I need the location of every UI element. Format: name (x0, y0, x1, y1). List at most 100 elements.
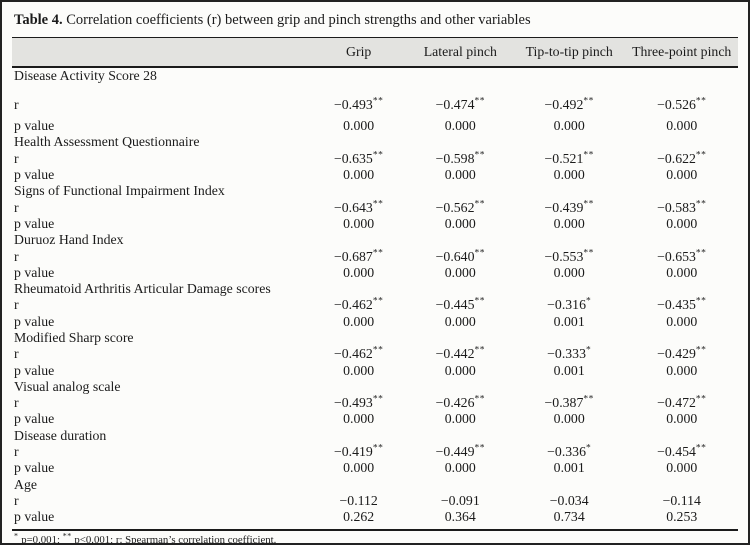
significance-marker: ** (372, 394, 384, 405)
p-value-label: p value (14, 167, 55, 183)
r-value-cell: −0.316* (547, 296, 592, 313)
r-value-cell: −0.449** (435, 443, 485, 460)
correlation-table: Grip Lateral pinch Tip-to-tip pinch Thre… (12, 36, 738, 526)
r-label: r (14, 150, 19, 166)
significance-marker: ** (695, 247, 707, 258)
r-value-cell: −0.387** (544, 394, 594, 411)
p-value-cell: 0.000 (343, 264, 375, 280)
significance-marker: ** (583, 247, 594, 258)
r-label: r (14, 492, 19, 508)
section-label: Modified Sharp score (14, 330, 134, 345)
section-row: Modified Sharp score (12, 330, 738, 346)
r-value-cell: −0.442** (435, 345, 485, 362)
r-label: r (14, 444, 19, 460)
p-value-cell: 0.001 (553, 313, 585, 329)
p-value-cell: 0.000 (343, 313, 375, 329)
significance-marker: ** (695, 96, 707, 107)
r-value-cell: −0.474** (435, 96, 485, 113)
significance-marker: ** (372, 150, 384, 161)
significance-marker: ** (474, 345, 485, 356)
section-label: Rheumatoid Arthritis Articular Damage sc… (14, 281, 271, 297)
p-value-label: p value (14, 362, 55, 378)
r-value-cell: −0.462** (334, 345, 384, 362)
significance-marker: ** (372, 247, 384, 258)
r-value-cell: −0.439** (544, 199, 594, 215)
r-value-cell: −0.034 (549, 492, 589, 508)
significance-marker: ** (583, 150, 594, 161)
r-row: r −0.493** −0.426** −0.387** −0.472** (12, 395, 738, 411)
r-value-cell: −0.635** (334, 150, 384, 166)
significance-marker: ** (474, 394, 485, 405)
section-label: Visual analog scale (14, 378, 121, 394)
section-label: Duruoz Hand Index (14, 232, 124, 248)
footnote-significance-marker: * (14, 530, 19, 540)
significance-marker: ** (695, 443, 707, 454)
significance-marker: ** (474, 247, 485, 258)
section-row: Disease Activity Score 28 (12, 67, 738, 84)
p-row: p value 0.000 0.000 0.001 0.000 (12, 460, 738, 476)
p-value-cell: 0.000 (444, 313, 476, 329)
r-value-cell: −0.426** (435, 394, 485, 411)
significance-marker: ** (695, 296, 707, 307)
r-value-cell: −0.598** (435, 150, 485, 166)
p-value-cell: 0.000 (666, 118, 698, 134)
p-value-cell: 0.000 (444, 362, 476, 378)
r-value-cell: −0.492** (544, 96, 594, 113)
p-value-cell: 0.000 (343, 460, 375, 476)
p-value-cell: 0.734 (553, 509, 585, 525)
p-value-cell: 0.000 (444, 167, 476, 183)
p-value-cell: 0.262 (343, 509, 375, 525)
p-value-label: p value (14, 215, 55, 231)
r-value-cell: −0.462** (334, 296, 384, 313)
p-value-cell: 0.000 (666, 313, 698, 329)
section-row: Age (12, 477, 738, 493)
p-value-cell: 0.000 (343, 167, 375, 183)
p-value-cell: 0.000 (666, 411, 698, 427)
p-value-label: p value (14, 118, 55, 134)
r-value-cell: −0.472** (657, 394, 707, 411)
p-value-cell: 0.000 (553, 215, 585, 231)
p-value-cell: 0.000 (553, 411, 585, 427)
r-value-cell: −0.091 (440, 492, 480, 508)
r-row: r −0.112 −0.091 −0.034 −0.114 (12, 493, 738, 509)
r-value-cell: −0.333* (547, 345, 592, 362)
r-value-cell: −0.562** (435, 199, 485, 215)
table-body: Disease Activity Score 28 r −0.493** −0.474… (12, 67, 738, 526)
header-three-point-pinch: Three-point pinch (625, 36, 738, 68)
r-label: r (14, 346, 19, 362)
p-value-cell: 0.000 (666, 167, 698, 183)
header-row: Grip Lateral pinch Tip-to-tip pinch Thre… (12, 36, 738, 68)
r-value-cell: −0.493** (334, 96, 384, 113)
r-row: r −0.462** −0.442** −0.333* −0.429** (12, 346, 738, 362)
p-value-label: p value (14, 411, 55, 427)
p-value-cell: 0.000 (666, 215, 698, 231)
section-label: Disease Activity Score 28 (14, 67, 157, 83)
p-row: p value 0.000 0.000 0.001 0.000 (12, 314, 738, 330)
r-row: r −0.493** −0.474** −0.492** −0.526** (12, 84, 738, 118)
r-value-cell: −0.653** (657, 247, 707, 264)
section-row: Health Assessment Questionnaire (12, 134, 738, 150)
significance-marker: * (585, 345, 592, 356)
r-label: r (14, 199, 19, 215)
header-empty-cell (12, 36, 310, 68)
r-row: r −0.643** −0.562** −0.439** −0.583** (12, 199, 738, 216)
p-value-cell: 0.253 (666, 509, 698, 525)
significance-marker: ** (372, 296, 384, 307)
r-value-cell: −0.643** (334, 199, 384, 215)
p-value-label: p value (14, 460, 55, 476)
r-value-cell: −0.419** (334, 443, 384, 460)
footnote-significance-marker: ** (62, 530, 72, 540)
p-value-cell: 0.000 (553, 118, 585, 134)
r-row: r −0.462** −0.445** −0.316* −0.435** (12, 297, 738, 313)
significance-marker: ** (474, 150, 485, 161)
p-row: p value 0.000 0.000 0.000 0.000 (12, 118, 738, 134)
p-row: p value 0.000 0.000 0.000 0.000 (12, 265, 738, 281)
significance-marker: ** (372, 345, 384, 356)
p-row: p value 0.000 0.000 0.000 0.000 (12, 411, 738, 427)
significance-marker: ** (474, 96, 485, 107)
header-lateral-pinch: Lateral pinch (407, 36, 513, 68)
significance-marker: ** (695, 199, 707, 210)
header-grip: Grip (309, 36, 408, 68)
p-value-cell: 0.000 (444, 264, 476, 280)
